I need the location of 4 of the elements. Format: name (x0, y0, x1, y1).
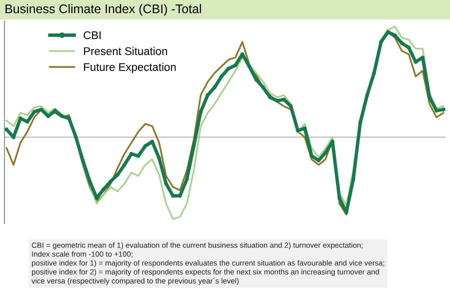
legend-label: CBI (84, 31, 101, 40)
legend-label: Present Situation (84, 46, 168, 56)
chart-title: Business Climate Index (CBI) -Total (6, 4, 201, 16)
legend-label: Future Expectation (84, 62, 176, 74)
